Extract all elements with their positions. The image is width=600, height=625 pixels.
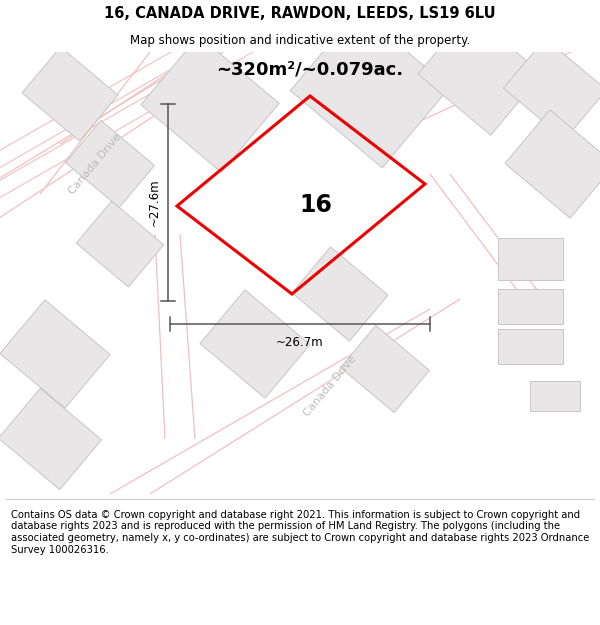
Text: ~27.6m: ~27.6m xyxy=(148,179,161,226)
Polygon shape xyxy=(76,201,164,287)
Polygon shape xyxy=(0,388,101,489)
Polygon shape xyxy=(497,289,563,324)
Polygon shape xyxy=(341,326,430,412)
Text: 16: 16 xyxy=(299,193,332,217)
Polygon shape xyxy=(530,381,580,411)
Text: ~26.7m: ~26.7m xyxy=(276,336,324,349)
Polygon shape xyxy=(290,10,450,168)
Polygon shape xyxy=(505,110,600,218)
Polygon shape xyxy=(65,121,154,208)
Polygon shape xyxy=(418,13,542,135)
Text: ~320m²/~0.079ac.: ~320m²/~0.079ac. xyxy=(217,61,404,79)
Polygon shape xyxy=(497,238,563,280)
Text: Canada Drive: Canada Drive xyxy=(302,354,358,418)
Polygon shape xyxy=(141,36,279,173)
Polygon shape xyxy=(200,290,310,398)
Text: Contains OS data © Crown copyright and database right 2021. This information is : Contains OS data © Crown copyright and d… xyxy=(11,510,589,554)
Text: 16, CANADA DRIVE, RAWDON, LEEDS, LS19 6LU: 16, CANADA DRIVE, RAWDON, LEEDS, LS19 6L… xyxy=(104,6,496,21)
Polygon shape xyxy=(292,247,388,341)
Text: Map shows position and indicative extent of the property.: Map shows position and indicative extent… xyxy=(130,34,470,47)
Polygon shape xyxy=(22,47,118,141)
Polygon shape xyxy=(497,329,563,364)
Polygon shape xyxy=(0,300,110,408)
Polygon shape xyxy=(503,38,600,139)
Text: Canada Drive: Canada Drive xyxy=(67,132,123,196)
